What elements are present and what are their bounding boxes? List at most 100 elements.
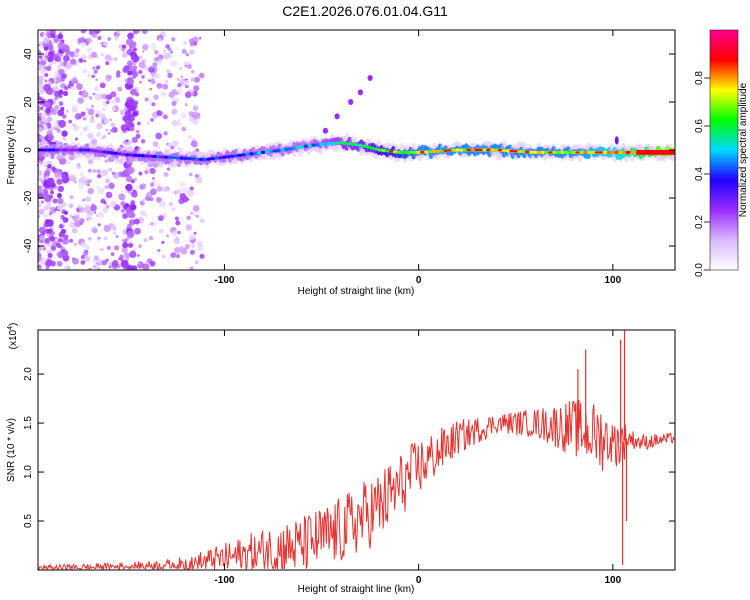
spectrogram-noise-blob bbox=[74, 220, 81, 228]
spectrogram-noise-blob bbox=[179, 203, 183, 207]
spectrogram-noise-blob bbox=[74, 113, 82, 120]
spectrogram-noise-blob bbox=[95, 113, 100, 118]
spectrogram-noise-blob bbox=[89, 216, 92, 220]
spectrogram-noise-blob bbox=[91, 51, 98, 58]
spectrogram-ridge-core bbox=[315, 143, 321, 147]
spectrogram-noise-blob bbox=[195, 174, 199, 178]
spectrogram-ridge-core bbox=[587, 150, 592, 154]
spectrogram-noise-blob bbox=[56, 178, 63, 185]
spectrogram-noise-band bbox=[44, 101, 51, 109]
spectrogram-ridge-core bbox=[311, 143, 317, 147]
spectrogram-noise-blob bbox=[84, 115, 88, 119]
spectrogram-noise-blob bbox=[39, 67, 47, 75]
spectrogram-noise-blob bbox=[118, 193, 126, 201]
spectrogram-noise-band bbox=[60, 174, 66, 180]
spectrogram-noise-band bbox=[58, 119, 67, 128]
spectrogram-noise-blob bbox=[77, 204, 82, 209]
spectrogram-ytick-label: 20 bbox=[23, 96, 34, 108]
spectrogram-noise-blob bbox=[79, 218, 85, 224]
spectrogram-noise-blob bbox=[105, 74, 112, 82]
spectrogram-noise-blob bbox=[117, 86, 123, 92]
spectrogram-ridge-core bbox=[132, 153, 138, 157]
spectrogram-noise-blob bbox=[97, 211, 104, 218]
spectrogram-noise-blob bbox=[156, 82, 163, 89]
spectrogram-ridge-core bbox=[206, 157, 212, 161]
spectrogram-noise-blob bbox=[78, 58, 84, 63]
spectrogram-noise-blob bbox=[98, 247, 101, 251]
spectrogram-noise-blob bbox=[69, 58, 77, 65]
spectrogram-noise-blob bbox=[142, 263, 150, 270]
spectrogram-noise-band bbox=[57, 33, 64, 40]
spectrogram-ridge-core bbox=[241, 153, 247, 157]
spectrogram-noise-blob bbox=[79, 172, 85, 177]
spectrogram-noise-band bbox=[47, 51, 54, 58]
spectrogram-noise-blob bbox=[95, 78, 99, 82]
spectrogram-noise-blob bbox=[160, 91, 167, 97]
spectrogram-noise-blob bbox=[87, 73, 91, 78]
spectrogram-noise-blob bbox=[64, 265, 70, 270]
spectrogram-noise-band bbox=[121, 44, 126, 49]
spectrogram-ridge-core bbox=[233, 154, 239, 158]
spectrogram-noise-blob bbox=[162, 83, 169, 90]
spectrogram-noise-blob bbox=[56, 64, 62, 70]
spectrogram-ridge-core bbox=[89, 148, 95, 153]
snr-scale-label: (x104) bbox=[7, 323, 19, 350]
spectrogram-noise-blob bbox=[106, 245, 111, 251]
spectrogram-noise-blob bbox=[199, 253, 205, 259]
spectrogram-marks bbox=[38, 30, 675, 270]
spectrogram-noise-blob bbox=[97, 187, 105, 195]
spectrogram-noise-band bbox=[61, 74, 66, 79]
spectrogram-ridge-core bbox=[74, 148, 80, 152]
spectrogram-noise-blob bbox=[38, 208, 45, 215]
spectrogram-noise-blob bbox=[97, 239, 101, 243]
spectrogram-noise-blob bbox=[96, 122, 103, 130]
spectrogram-noise-band bbox=[45, 65, 52, 72]
spectrogram-noise-blob bbox=[163, 131, 168, 136]
spectrogram-ridge-core bbox=[264, 150, 270, 154]
spectrogram-noise-blob bbox=[88, 267, 92, 270]
spectrogram-noise-blob bbox=[101, 259, 108, 266]
spectrogram-noise-blob bbox=[166, 234, 170, 238]
spectrogram-ridge-core bbox=[43, 148, 49, 152]
spectrogram-noise-blob bbox=[38, 105, 42, 112]
spectrogram-noise-blob bbox=[182, 196, 189, 203]
spectrogram-noise-blob bbox=[128, 219, 136, 226]
spectrogram-noise-blob bbox=[158, 38, 162, 42]
spectrogram-noise-blob bbox=[153, 94, 159, 101]
spectrogram-ridge-core bbox=[47, 148, 53, 152]
spectrogram-noise-blob bbox=[152, 177, 155, 180]
spectrogram-noise-blob bbox=[186, 198, 190, 201]
snr-xtick-label: -100 bbox=[214, 575, 234, 586]
spectrogram-noise-blob bbox=[156, 34, 164, 42]
spectrogram-noise-blob bbox=[119, 254, 124, 259]
spectrogram-noise-blob bbox=[108, 56, 113, 62]
spectrogram-noise-blob bbox=[41, 200, 44, 204]
spectrogram-ridge-core bbox=[190, 157, 196, 161]
spectrogram-noise-blob bbox=[193, 231, 197, 235]
spectrogram-ridge-core bbox=[288, 147, 293, 151]
spectrogram-noise-blob bbox=[105, 178, 110, 184]
spectrogram-noise-blob bbox=[138, 244, 142, 248]
snr-frame bbox=[37, 329, 676, 571]
spectrogram-noise-band bbox=[125, 175, 133, 183]
spectrogram-noise-blob bbox=[86, 218, 89, 221]
spectrogram-noise-blob bbox=[77, 37, 84, 44]
spectrogram-noise-blob bbox=[88, 96, 92, 100]
spectrogram-noise-blob bbox=[149, 167, 156, 175]
spectrogram-ridge-core bbox=[416, 150, 422, 154]
spectrogram-noise-blob bbox=[141, 50, 145, 53]
spectrogram-noise-band bbox=[50, 32, 56, 39]
spectrogram-noise-blob bbox=[166, 69, 171, 74]
spectrogram-ridge-core bbox=[330, 141, 336, 146]
spectrogram-noise-band bbox=[120, 260, 129, 269]
spectrogram-noise-band bbox=[126, 230, 135, 239]
colorbar-tick-label: 0.0 bbox=[694, 263, 705, 277]
spectrogram-noise-blob bbox=[100, 53, 104, 57]
spectrogram-ridge-core bbox=[517, 149, 523, 154]
spectrogram-noise-blob bbox=[180, 75, 184, 79]
spectrogram-noise-blob bbox=[38, 80, 44, 85]
spectrogram-noise-blob bbox=[189, 249, 195, 255]
spectrogram-noise-blob bbox=[149, 182, 155, 187]
spectrogram-ridge-core bbox=[350, 142, 356, 146]
spectrogram-ridge-tail bbox=[636, 150, 675, 155]
